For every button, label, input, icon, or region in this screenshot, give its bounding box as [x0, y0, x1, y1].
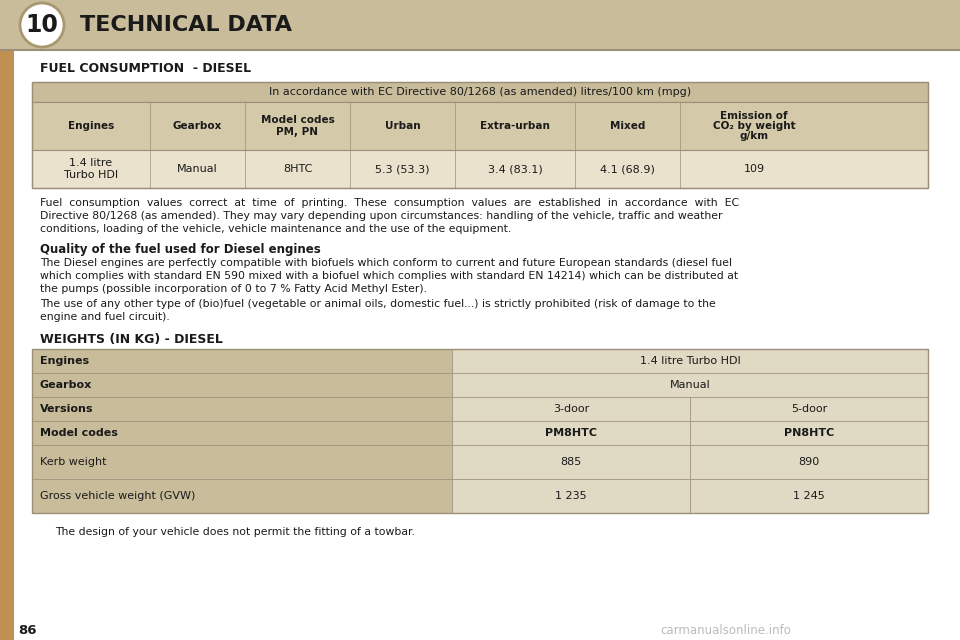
Text: Manual: Manual: [178, 164, 218, 174]
Bar: [32, 150, 928, 188]
Bar: [32, 373, 452, 397]
Text: Engines: Engines: [40, 356, 89, 366]
Text: 1 235: 1 235: [555, 491, 587, 501]
Text: 8HTC: 8HTC: [283, 164, 312, 174]
Text: carmanualsonline.info: carmanualsonline.info: [660, 624, 791, 637]
Text: 1 245: 1 245: [793, 491, 825, 501]
Text: In accordance with EC Directive 80/1268 (as amended) litres/100 km (mpg): In accordance with EC Directive 80/1268 …: [269, 87, 691, 97]
Text: 109: 109: [743, 164, 764, 174]
Text: 885: 885: [561, 457, 582, 467]
Text: 1.4 litre Turbo HDI: 1.4 litre Turbo HDI: [639, 356, 740, 366]
Text: Gross vehicle weight (GVW): Gross vehicle weight (GVW): [40, 491, 196, 501]
Text: Urban: Urban: [385, 121, 420, 131]
Text: 10: 10: [26, 13, 59, 37]
Text: The use of any other type of (bio)fuel (vegetable or animal oils, domestic fuel.: The use of any other type of (bio)fuel (…: [40, 299, 716, 309]
Text: PN8HTC: PN8HTC: [784, 428, 834, 438]
Text: WEIGHTS (IN KG) - DIESEL: WEIGHTS (IN KG) - DIESEL: [40, 333, 223, 346]
Bar: [0, 0, 960, 50]
Text: The Diesel engines are perfectly compatible with biofuels which conform to curre: The Diesel engines are perfectly compati…: [40, 258, 732, 268]
Bar: [452, 397, 690, 421]
Bar: [452, 421, 690, 445]
Text: engine and fuel circuit).: engine and fuel circuit).: [40, 312, 170, 322]
Bar: [452, 479, 690, 513]
Text: Mixed: Mixed: [610, 121, 645, 131]
Text: Quality of the fuel used for Diesel engines: Quality of the fuel used for Diesel engi…: [40, 243, 321, 256]
Text: Engines: Engines: [68, 121, 114, 131]
Bar: [32, 479, 452, 513]
Bar: [690, 397, 928, 421]
Bar: [32, 82, 928, 188]
Text: 3.4 (83.1): 3.4 (83.1): [488, 164, 542, 174]
Text: Model codes: Model codes: [40, 428, 118, 438]
Text: CO₂ by weight: CO₂ by weight: [712, 121, 795, 131]
Text: Fuel  consumption  values  correct  at  time  of  printing.  These  consumption : Fuel consumption values correct at time …: [40, 198, 739, 208]
Text: 5-door: 5-door: [791, 404, 828, 414]
Text: FUEL CONSUMPTION  - DIESEL: FUEL CONSUMPTION - DIESEL: [40, 62, 252, 75]
Text: 1.4 litre
Turbo HDI: 1.4 litre Turbo HDI: [64, 158, 118, 180]
Circle shape: [20, 3, 64, 47]
Bar: [32, 421, 452, 445]
Bar: [32, 102, 928, 150]
Bar: [452, 445, 690, 479]
Text: The design of your vehicle does not permit the fitting of a towbar.: The design of your vehicle does not perm…: [55, 527, 415, 537]
Text: Extra-urban: Extra-urban: [480, 121, 550, 131]
Text: 3-door: 3-door: [553, 404, 589, 414]
Text: Directive 80/1268 (as amended). They may vary depending upon circumstances: hand: Directive 80/1268 (as amended). They may…: [40, 211, 723, 221]
Bar: [32, 349, 452, 373]
Text: Versions: Versions: [40, 404, 93, 414]
Bar: [32, 82, 928, 102]
Text: Emission of: Emission of: [720, 111, 788, 121]
Text: 5.3 (53.3): 5.3 (53.3): [375, 164, 430, 174]
Text: Manual: Manual: [670, 380, 710, 390]
Bar: [690, 445, 928, 479]
Bar: [452, 349, 928, 373]
Bar: [0, 0, 14, 640]
Text: conditions, loading of the vehicle, vehicle maintenance and the use of the equip: conditions, loading of the vehicle, vehi…: [40, 224, 512, 234]
Bar: [690, 421, 928, 445]
Text: 4.1 (68.9): 4.1 (68.9): [600, 164, 655, 174]
Text: the pumps (possible incorporation of 0 to 7 % Fatty Acid Methyl Ester).: the pumps (possible incorporation of 0 t…: [40, 284, 427, 294]
Text: g/km: g/km: [739, 131, 769, 141]
Text: TECHNICAL DATA: TECHNICAL DATA: [80, 15, 292, 35]
Text: 86: 86: [18, 624, 36, 637]
Bar: [690, 479, 928, 513]
Text: Model codes
PM, PN: Model codes PM, PN: [260, 115, 334, 137]
Text: which complies with standard EN 590 mixed with a biofuel which complies with sta: which complies with standard EN 590 mixe…: [40, 271, 738, 281]
Text: Gearbox: Gearbox: [173, 121, 222, 131]
Text: 890: 890: [799, 457, 820, 467]
Bar: [32, 397, 452, 421]
Bar: [32, 349, 928, 513]
Bar: [32, 445, 452, 479]
Text: PM8HTC: PM8HTC: [545, 428, 597, 438]
Bar: [452, 373, 928, 397]
Text: Gearbox: Gearbox: [40, 380, 92, 390]
Text: Kerb weight: Kerb weight: [40, 457, 107, 467]
